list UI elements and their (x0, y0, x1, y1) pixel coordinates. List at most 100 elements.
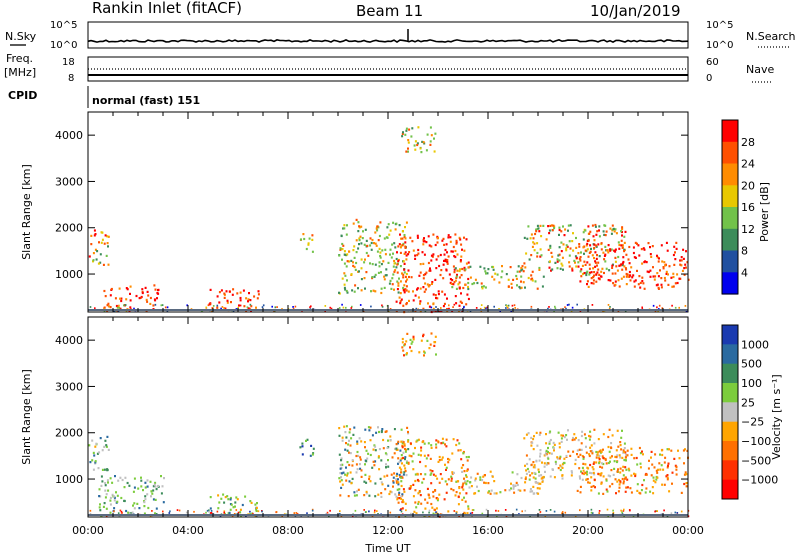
nsky-label: N.Sky (5, 30, 37, 43)
scatter-cell-9 (587, 255, 590, 258)
scatter-cell-8 (548, 442, 551, 445)
scatter-cell-4 (363, 494, 366, 497)
scatter-cell-4 (364, 473, 367, 476)
scatter-cell-6 (432, 233, 435, 236)
scatter-speckle (373, 511, 376, 514)
scatter-cell-8 (589, 250, 592, 253)
scatter-cell-4 (346, 279, 348, 282)
scatter-cell-8 (558, 233, 560, 236)
scatter-cell-6 (462, 452, 465, 455)
scatter-cell-4 (353, 491, 356, 494)
scatter-cell-6 (405, 285, 408, 288)
scatter-cell-8 (556, 267, 559, 270)
scatter-cell-4 (360, 225, 363, 228)
scatter-cell-0 (107, 245, 109, 248)
scatter-cell-7 (496, 273, 499, 276)
scatter-cell-6 (441, 239, 444, 242)
scatter-cell-9 (622, 482, 625, 485)
scatter-cell-3 (299, 446, 302, 449)
scatter-speckle (422, 511, 424, 514)
scatter-cell-9 (666, 474, 669, 477)
scatter-speckle (154, 303, 157, 306)
scatter-cell-8 (563, 461, 566, 465)
scatter-cell-6 (445, 468, 447, 471)
scatter-cell-1 (150, 490, 153, 493)
scatter-cell-4 (396, 488, 399, 491)
scatter-cell-6 (443, 293, 446, 296)
scatter-cell-7 (527, 276, 530, 280)
scatter-cell-2 (239, 291, 242, 294)
scatter-cell-9 (624, 490, 627, 493)
scatter-cell-6 (422, 243, 425, 246)
scatter-cell-9 (598, 458, 601, 461)
scatter-cell-8 (603, 233, 606, 236)
scatter-speckle (514, 307, 516, 309)
scatter-cell-6 (442, 263, 445, 266)
colorbar-tick-label: −1000 (741, 474, 778, 487)
scatter-cell-9 (672, 285, 675, 288)
scatter-cell-8 (574, 462, 577, 466)
scatter-cell-8 (532, 466, 535, 469)
scatter-cell-4 (365, 460, 368, 463)
scatter-speckle (246, 306, 249, 309)
scatter-cell-8 (621, 264, 624, 267)
scatter-cell-8 (619, 444, 622, 447)
scatter-cell-3 (311, 453, 314, 456)
scatter-cell-8 (608, 269, 611, 272)
scatter-cell-8 (556, 258, 559, 261)
scatter-speckle (521, 510, 523, 513)
scatter-cell-9 (577, 455, 580, 458)
scatter-cell-6 (407, 440, 410, 443)
scatter-cell-6 (427, 454, 430, 457)
scatter-cell-9 (593, 478, 596, 481)
scatter-cell-9 (678, 277, 681, 280)
scatter-speckle (311, 508, 314, 511)
scatter-cell-8 (551, 229, 554, 232)
scatter-cell-4 (364, 287, 366, 290)
nsearch-label: N.Search (746, 30, 796, 43)
scatter-cell-9 (578, 448, 581, 451)
scatter-cell-0 (107, 448, 110, 451)
scatter-cell-9 (626, 486, 629, 489)
scatter-cell-1 (123, 499, 126, 503)
scatter-cell-8 (568, 240, 571, 243)
scatter-speckle (293, 512, 296, 514)
scatter-cell-6 (404, 450, 407, 453)
scatter-cell-3 (305, 439, 307, 442)
scatter-cell-5 (401, 341, 404, 344)
scatter-cell-6 (450, 475, 453, 478)
scatter-cell-6 (435, 296, 437, 300)
colorbar-swatch (722, 363, 738, 384)
scatter-cell-9 (587, 481, 590, 484)
scatter-cell-7 (534, 477, 537, 480)
velocity-colorbar-label: Velocity [m s⁻¹] (770, 374, 783, 459)
scatter-cell-6 (443, 259, 445, 262)
velocity-ylabel: Slant Range [km] (20, 369, 33, 465)
scatter-cell-6 (462, 450, 465, 454)
scatter-cell-9 (628, 245, 631, 249)
scatter-cell-6 (416, 254, 419, 257)
scatter-cell-4 (393, 262, 396, 265)
scatter-cell-1 (128, 511, 131, 515)
scatter-speckle (598, 512, 600, 514)
scatter-cell-4 (402, 473, 405, 476)
scatter-cell-5 (433, 137, 435, 140)
scatter-cell-6 (417, 248, 420, 252)
scatter-cell-4 (404, 456, 407, 459)
scatter-cell-4 (398, 277, 400, 280)
scatter-cell-8 (565, 247, 568, 250)
scatter-speckle (661, 307, 664, 310)
scatter-speckle (193, 510, 195, 513)
scatter-cell-9 (609, 456, 612, 459)
scatter-cell-6 (427, 261, 430, 265)
time-axis-label: Time UT (364, 542, 410, 554)
scatter-speckle (629, 509, 631, 512)
scatter-cell-4 (378, 234, 381, 238)
scatter-cell-6 (458, 492, 461, 495)
scatter-cell-8 (558, 226, 561, 229)
scatter-cell-7 (524, 476, 527, 479)
scatter-cell-1 (152, 489, 155, 492)
scatter-cell-4 (354, 268, 357, 271)
scatter-cell-4 (385, 463, 387, 466)
power-colorbar-label: Power [dB] (758, 182, 771, 242)
